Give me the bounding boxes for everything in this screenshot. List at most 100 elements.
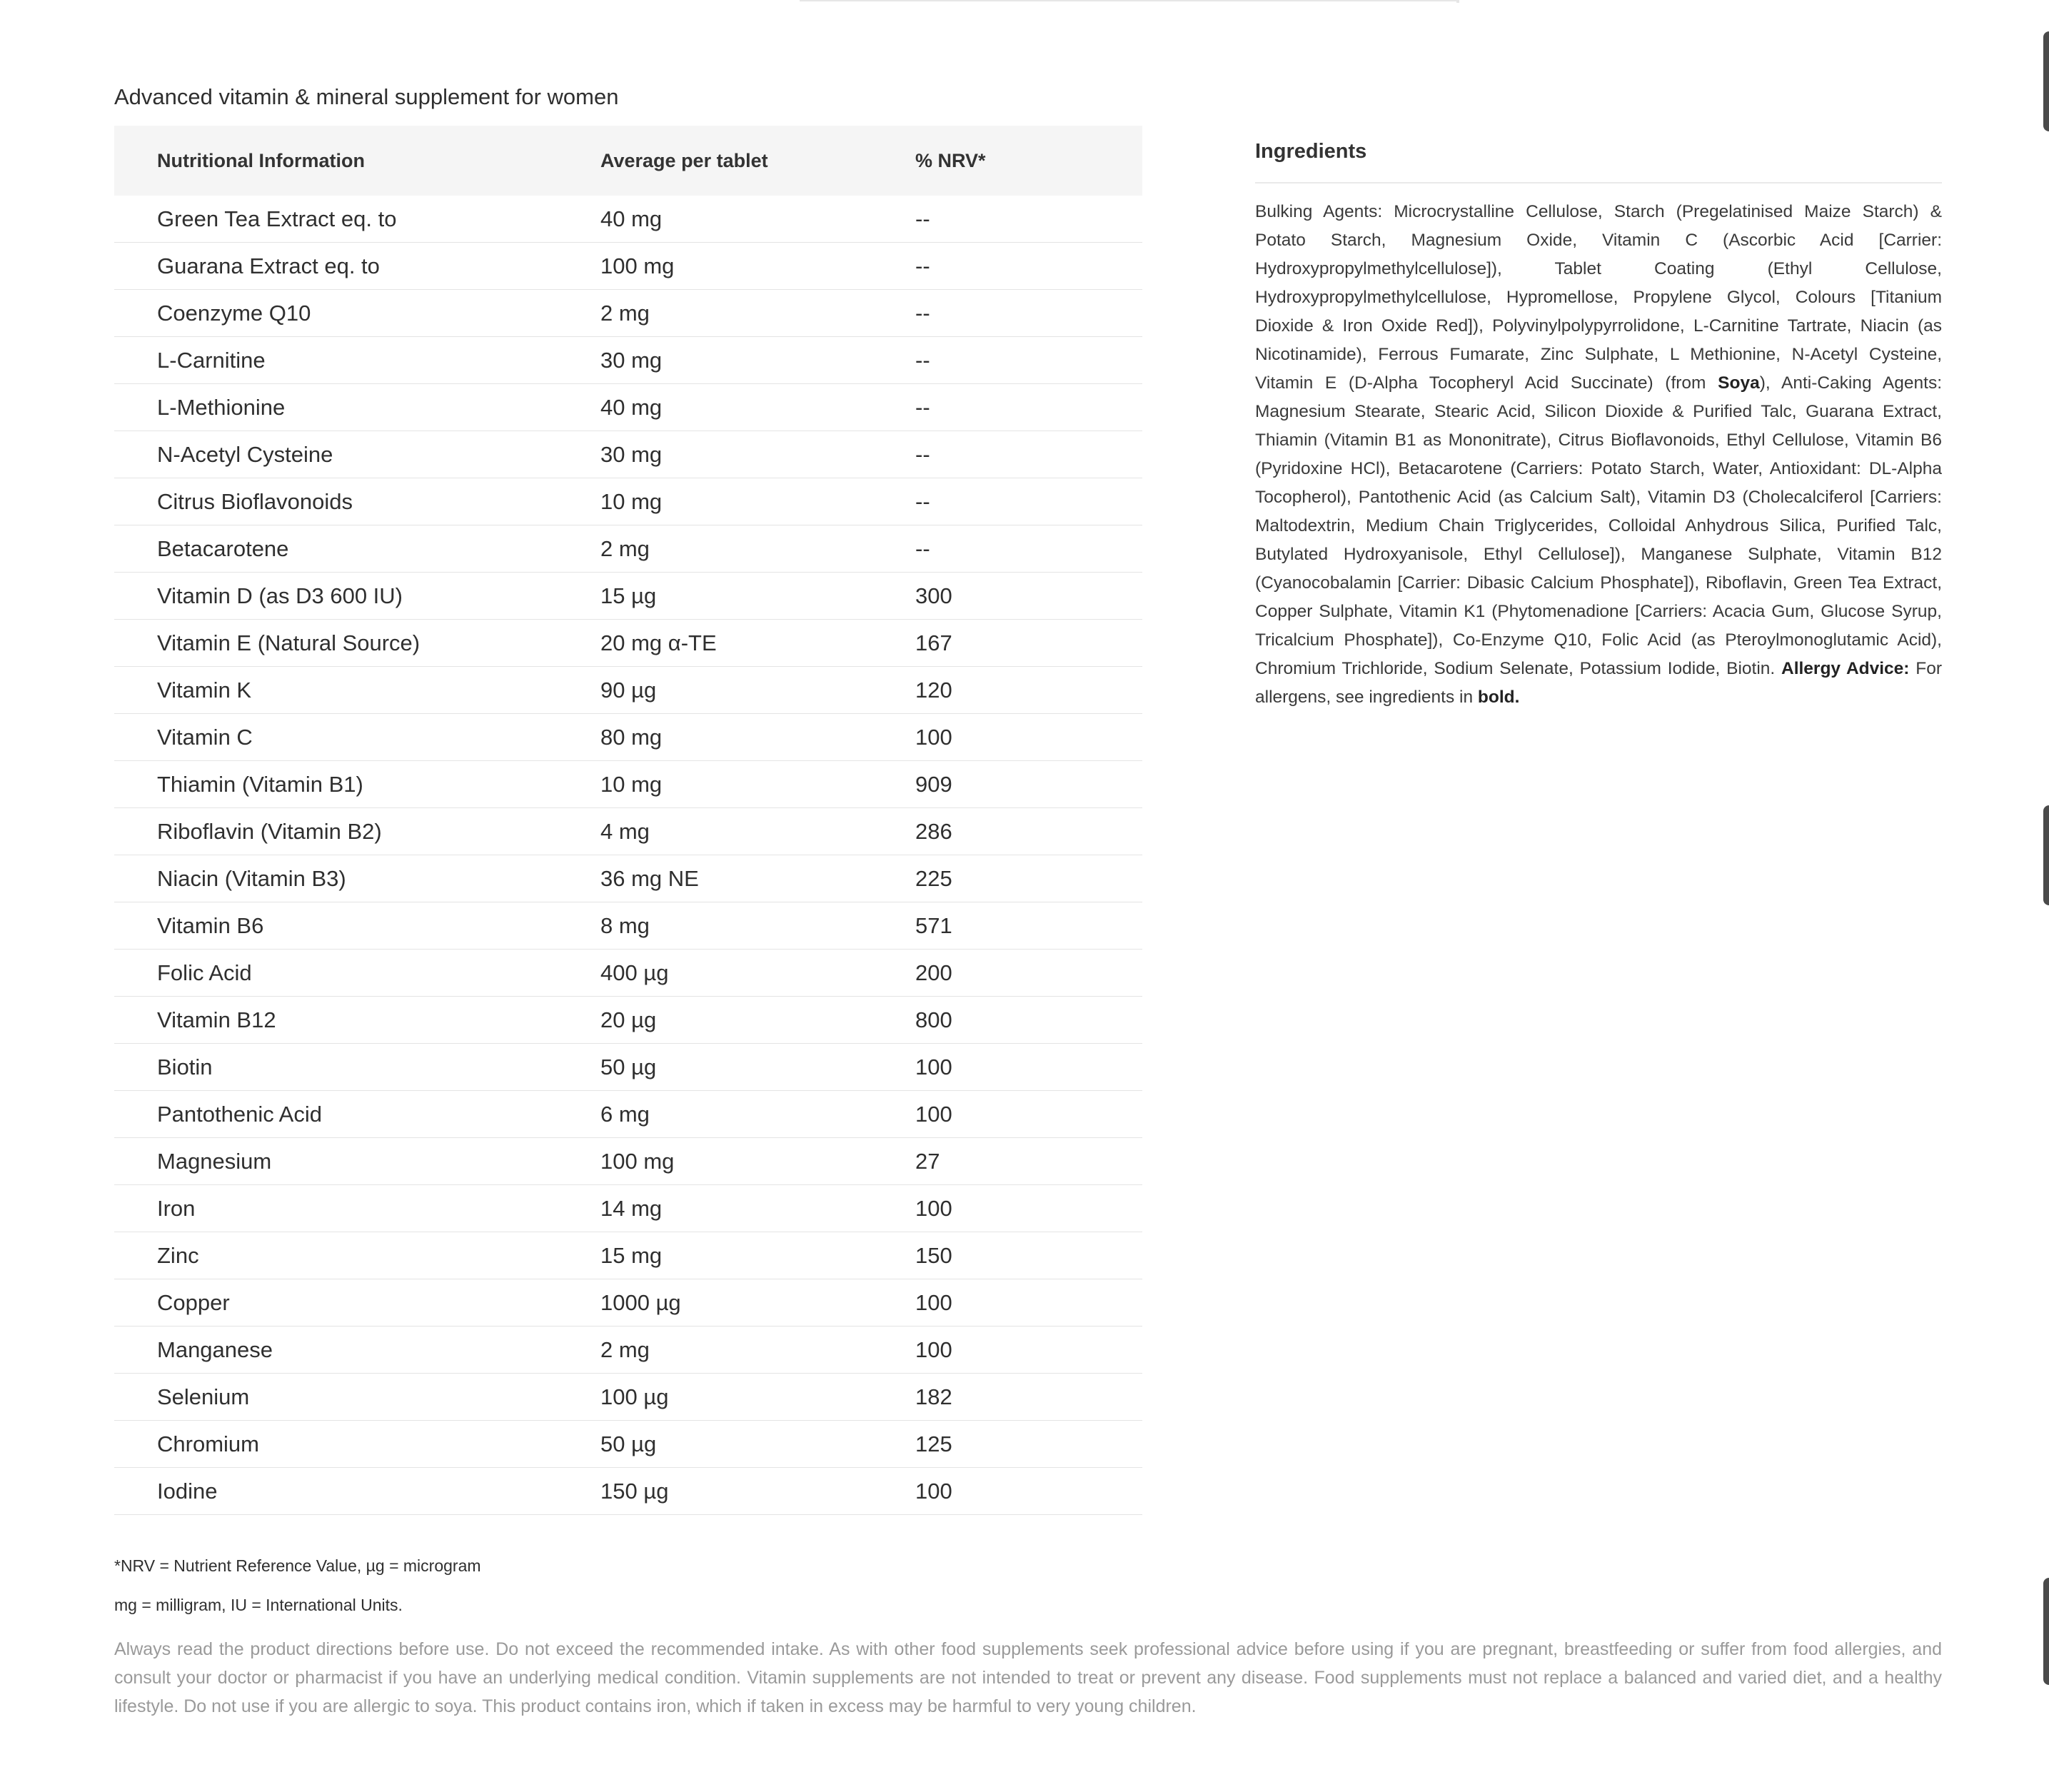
nutrient-average: 50 µg xyxy=(600,1054,657,1079)
ingredients-panel: Ingredients Bulking Agents: Microcrystal… xyxy=(1255,140,1942,712)
nutrient-nrv: -- xyxy=(915,253,930,278)
table-row: Coenzyme Q10 2 mg -- xyxy=(114,290,1142,337)
table-row: Citrus Bioflavonoids 10 mg -- xyxy=(114,478,1142,525)
table-row: Betacarotene 2 mg -- xyxy=(114,525,1142,573)
nutrient-nrv: 182 xyxy=(915,1384,952,1409)
table-row: Green Tea Extract eq. to 40 mg -- xyxy=(114,196,1142,243)
nutrient-name: L-Methionine xyxy=(157,394,286,420)
nutrient-name: Guarana Extract eq. to xyxy=(157,253,380,278)
nutrient-average: 8 mg xyxy=(600,912,650,938)
table-row: Chromium 50 µg 125 xyxy=(114,1421,1142,1468)
table-row: Thiamin (Vitamin B1) 10 mg 909 xyxy=(114,761,1142,808)
scroll-handle-top[interactable] xyxy=(2043,31,2049,131)
table-row: Vitamin B6 8 mg 571 xyxy=(114,902,1142,950)
nutrient-nrv: -- xyxy=(915,394,930,420)
nutrient-nrv: 200 xyxy=(915,960,952,985)
nutrient-name: L-Carnitine xyxy=(157,347,266,373)
allergy-advice-label: Allergy Advice: xyxy=(1781,659,1910,678)
nutrient-nrv: -- xyxy=(915,488,930,514)
nutrient-name: Vitamin K xyxy=(157,677,252,703)
allergen-soya: Soya xyxy=(1718,373,1760,393)
table-row: Copper 1000 µg 100 xyxy=(114,1279,1142,1327)
nutrient-nrv: 167 xyxy=(915,630,952,655)
nutrient-nrv: 571 xyxy=(915,912,952,938)
top-divider-tick xyxy=(1456,0,1459,3)
nutrient-average: 15 µg xyxy=(600,583,657,608)
nutrient-name: Magnesium xyxy=(157,1148,272,1174)
ingredients-text-part-1: Bulking Agents: Microcrystalline Cellulo… xyxy=(1255,202,1942,393)
nutrient-name: Folic Acid xyxy=(157,960,252,985)
page-title: Advanced vitamin & mineral supplement fo… xyxy=(114,84,619,109)
nutrient-nrv: -- xyxy=(915,535,930,561)
nutrient-nrv: 100 xyxy=(915,1195,952,1221)
nutrient-name: Betacarotene xyxy=(157,535,289,561)
nutrient-average: 100 µg xyxy=(600,1384,669,1409)
nutrient-name: Thiamin (Vitamin B1) xyxy=(157,771,363,797)
bold-word: bold. xyxy=(1477,688,1520,707)
nutrient-name: N-Acetyl Cysteine xyxy=(157,441,333,467)
nutrient-nrv: 150 xyxy=(915,1242,952,1268)
header-nutritional-information: Nutritional Information xyxy=(157,149,365,171)
table-row: Biotin 50 µg 100 xyxy=(114,1044,1142,1091)
table-row: L-Carnitine 30 mg -- xyxy=(114,337,1142,384)
nutrient-average: 2 mg xyxy=(600,535,650,561)
nutrient-nrv: 27 xyxy=(915,1148,940,1174)
nutrient-average: 100 mg xyxy=(600,1148,675,1174)
nutrient-average: 400 µg xyxy=(600,960,669,985)
nutrient-average: 100 mg xyxy=(600,253,675,278)
nutrient-average: 2 mg xyxy=(600,1337,650,1362)
nutrient-nrv: 909 xyxy=(915,771,952,797)
nutrient-name: Vitamin B12 xyxy=(157,1007,276,1032)
nutrient-nrv: -- xyxy=(915,347,930,373)
nutrient-name: Selenium xyxy=(157,1384,250,1409)
nutrient-name: Vitamin D (as D3 600 IU) xyxy=(157,583,403,608)
table-row: Vitamin C 80 mg 100 xyxy=(114,714,1142,761)
table-body: Green Tea Extract eq. to 40 mg -- Guarana E… xyxy=(114,196,1142,1515)
nutrient-average: 20 mg α-TE xyxy=(600,630,717,655)
table-row: Folic Acid 400 µg 200 xyxy=(114,950,1142,997)
scroll-handle-bottom[interactable] xyxy=(2043,1578,2049,1685)
nutrient-average: 150 µg xyxy=(600,1478,669,1504)
nutrient-average: 6 mg xyxy=(600,1101,650,1127)
nutrient-average: 90 µg xyxy=(600,677,657,703)
nutrient-nrv: 100 xyxy=(915,724,952,750)
nutrient-name: Vitamin C xyxy=(157,724,253,750)
nutrient-name: Iron xyxy=(157,1195,196,1221)
ingredients-text-part-2: ), Anti-Caking Agents: Magnesium Stearat… xyxy=(1255,373,1943,678)
nutrient-nrv: 100 xyxy=(915,1054,952,1079)
footnote-units: mg = milligram, IU = International Units… xyxy=(114,1596,403,1614)
nutrient-name: Biotin xyxy=(157,1054,213,1079)
nutrient-average: 36 mg NE xyxy=(600,865,699,891)
nutrient-nrv: 100 xyxy=(915,1478,952,1504)
table-row: Vitamin B12 20 µg 800 xyxy=(114,997,1142,1044)
nutrient-name: Zinc xyxy=(157,1242,199,1268)
nutrient-name: Pantothenic Acid xyxy=(157,1101,322,1127)
table-row: Zinc 15 mg 150 xyxy=(114,1232,1142,1279)
nutrient-average: 50 µg xyxy=(600,1431,657,1456)
nutrient-average: 1000 µg xyxy=(600,1289,681,1315)
nutrient-nrv: -- xyxy=(915,441,930,467)
table-row: Manganese 2 mg 100 xyxy=(114,1327,1142,1374)
table-row: Iodine 150 µg 100 xyxy=(114,1468,1142,1515)
table-row: Vitamin E (Natural Source) 20 mg α-TE 167 xyxy=(114,620,1142,667)
nutrient-average: 30 mg xyxy=(600,347,663,373)
table-row: Guarana Extract eq. to 100 mg -- xyxy=(114,243,1142,290)
table-row: Iron 14 mg 100 xyxy=(114,1185,1142,1232)
nutrient-nrv: 100 xyxy=(915,1289,952,1315)
nutrient-average: 15 mg xyxy=(600,1242,663,1268)
footnote-nrv: *NRV = Nutrient Reference Value, µg = mi… xyxy=(114,1556,481,1575)
nutrient-average: 2 mg xyxy=(600,300,650,326)
nutrient-average: 80 mg xyxy=(600,724,663,750)
nutrient-average: 4 mg xyxy=(600,818,650,844)
nutrient-average: 10 mg xyxy=(600,771,663,797)
nutrient-name: Manganese xyxy=(157,1337,273,1362)
nutrient-name: Vitamin E (Natural Source) xyxy=(157,630,421,655)
nutrient-nrv: 225 xyxy=(915,865,952,891)
header-average-per-tablet: Average per tablet xyxy=(600,149,768,171)
nutrient-name: Niacin (Vitamin B3) xyxy=(157,865,346,891)
scroll-handle-middle[interactable] xyxy=(2043,805,2049,905)
table-row: Magnesium 100 mg 27 xyxy=(114,1138,1142,1185)
nutrition-table: Nutritional Information Average per tabl… xyxy=(114,126,1142,1515)
nutrient-name: Chromium xyxy=(157,1431,259,1456)
top-divider xyxy=(800,0,1459,1)
